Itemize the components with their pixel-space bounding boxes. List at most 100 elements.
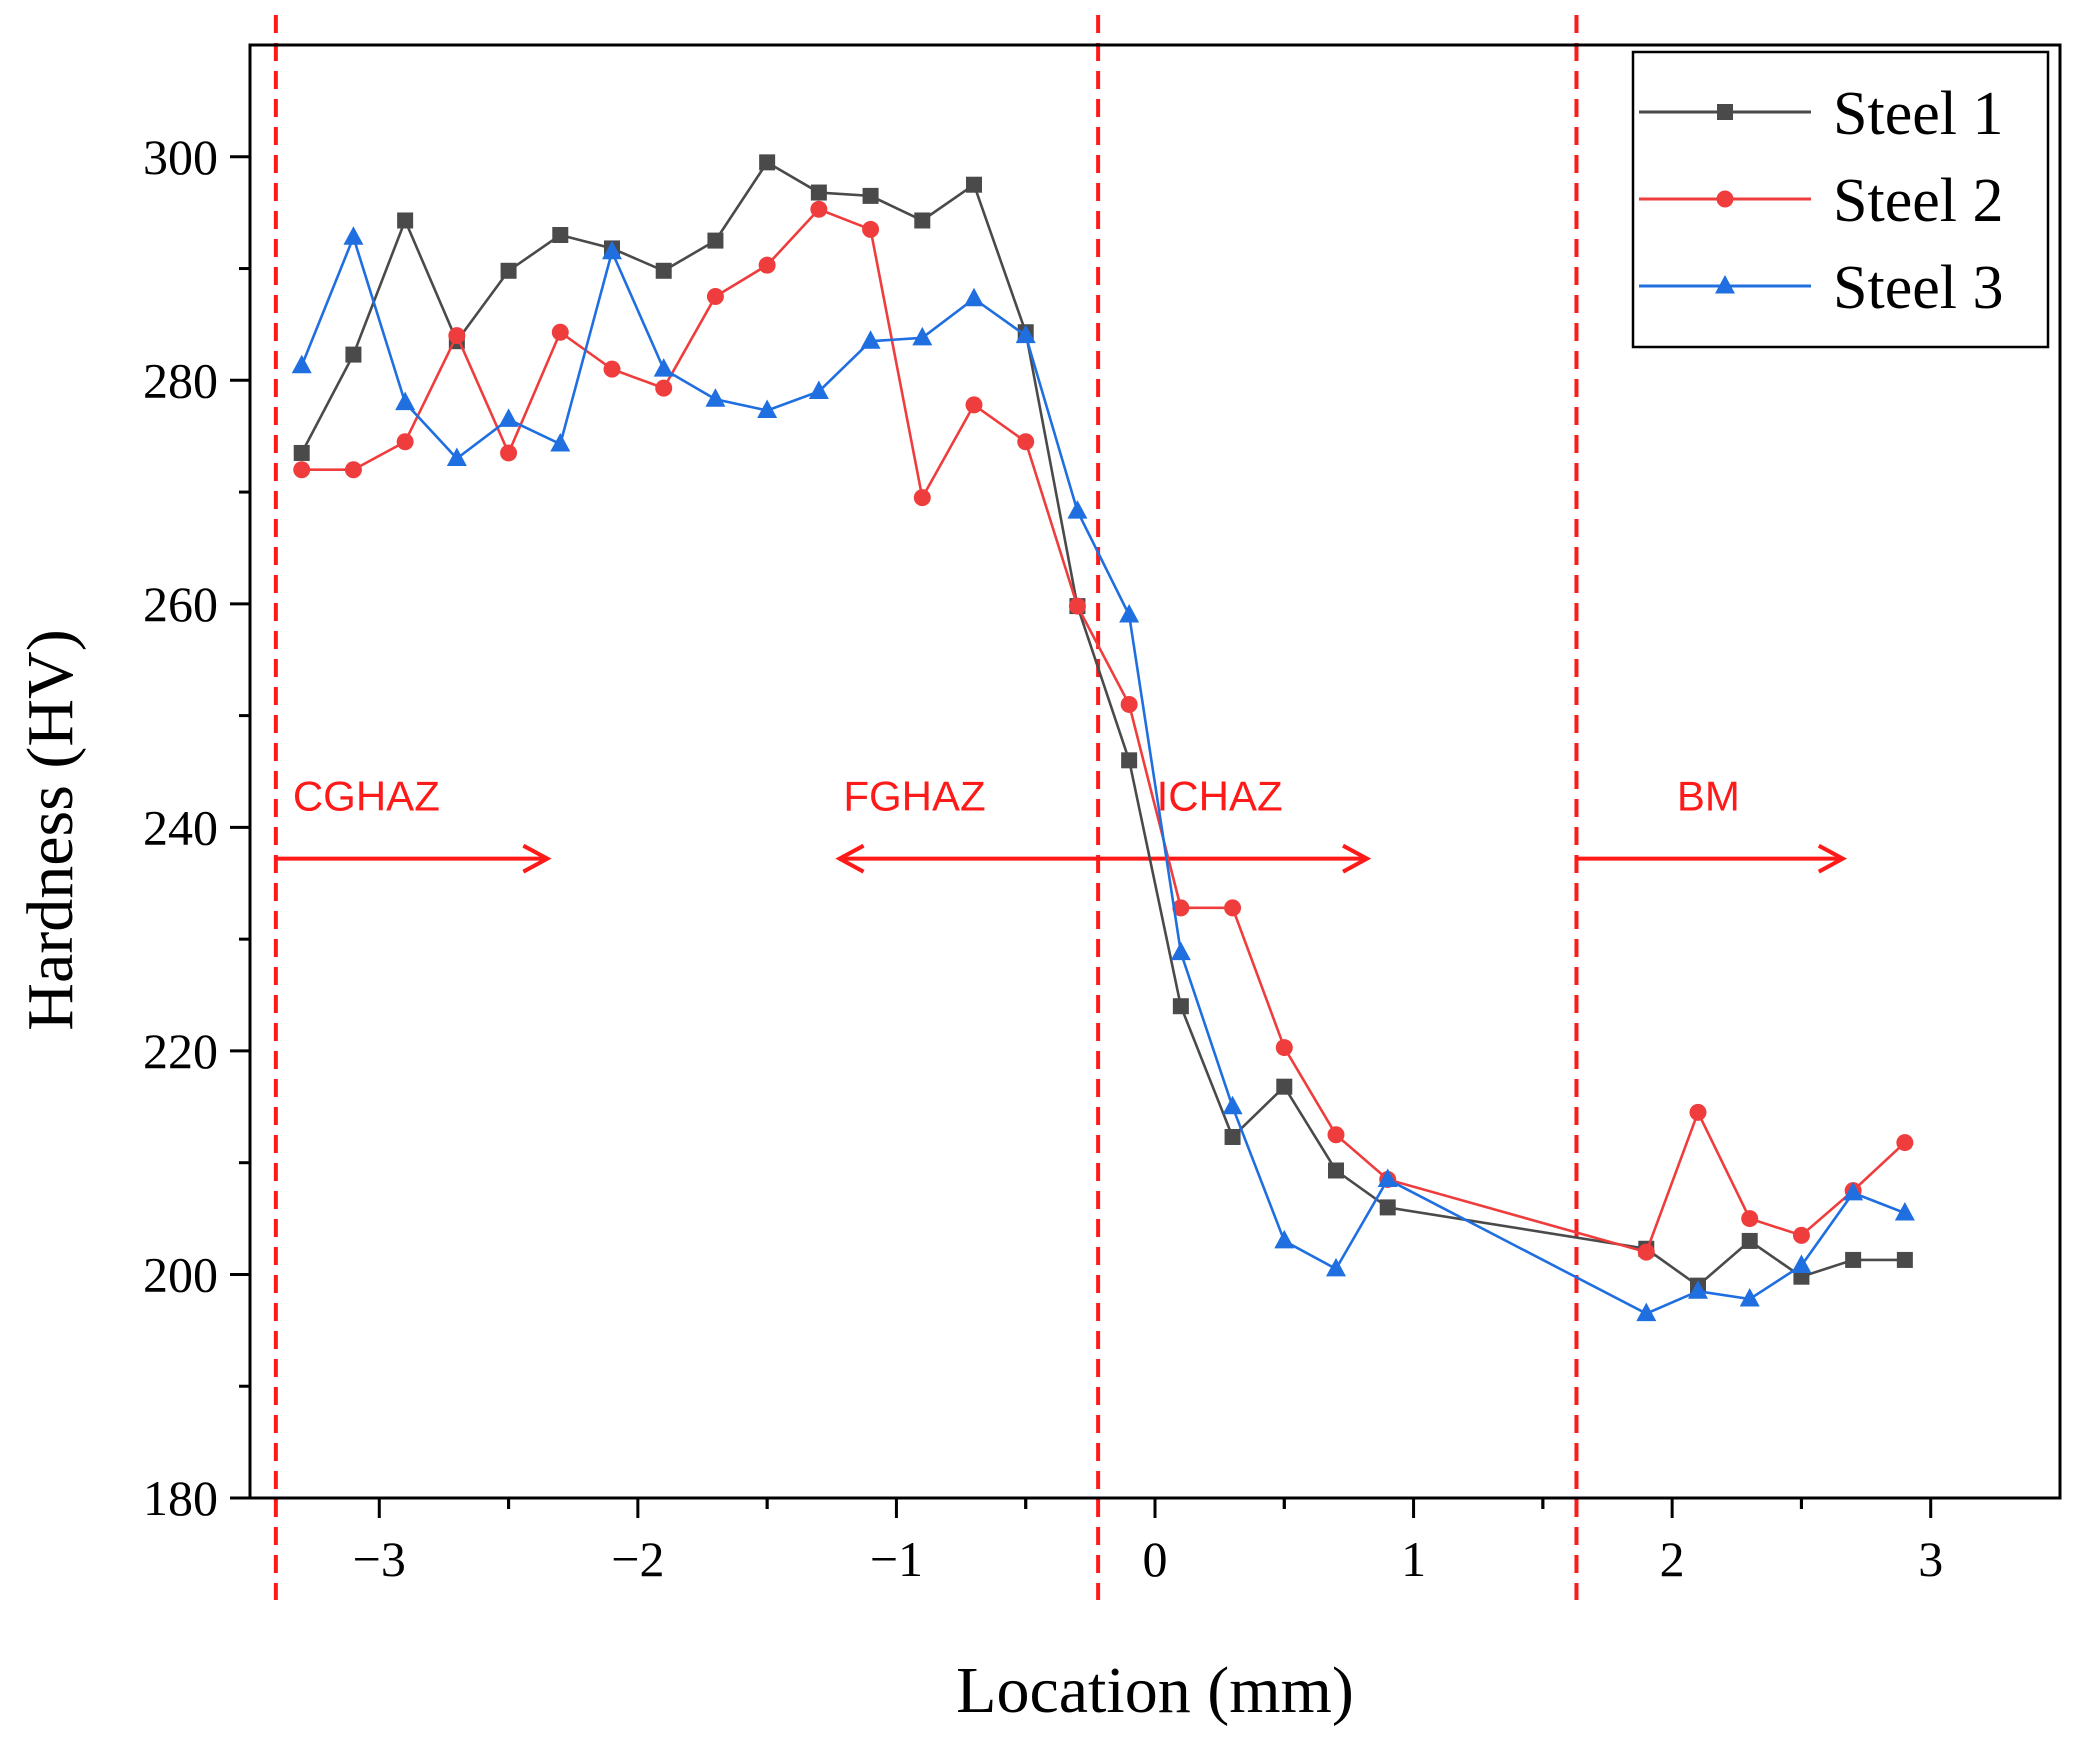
data-point — [1792, 1226, 1810, 1244]
data-point — [500, 444, 518, 462]
zone-label: FGHAZ — [843, 773, 985, 820]
data-point — [706, 287, 724, 305]
data-point — [860, 330, 881, 349]
data-point — [1274, 1229, 1295, 1249]
data-point — [1637, 1243, 1655, 1261]
y-tick-label: 220 — [143, 1023, 218, 1079]
series-line — [300, 233, 1906, 1316]
data-point — [758, 256, 776, 274]
zone-label: CGHAZ — [293, 773, 440, 820]
legend-swatch-marker — [1715, 275, 1735, 294]
data-point — [913, 489, 931, 507]
legend-label: Steel 2 — [1833, 167, 2003, 235]
x-tick-label: −1 — [870, 1531, 923, 1587]
data-point — [1120, 695, 1138, 713]
data-point — [293, 461, 311, 479]
x-tick-label: −3 — [353, 1531, 406, 1587]
data-point — [448, 327, 466, 345]
data-point — [551, 323, 569, 341]
data-point — [498, 408, 519, 427]
legend-swatch-marker — [1717, 104, 1733, 120]
data-point — [1688, 1280, 1708, 1299]
data-point — [1068, 597, 1086, 615]
data-point — [810, 200, 828, 218]
legend-label: Steel 3 — [1833, 254, 2003, 322]
legend-item: Steel 3 — [1639, 254, 2003, 322]
data-point — [1379, 1199, 1396, 1216]
y-tick-label: 300 — [143, 129, 218, 185]
data-point — [966, 176, 982, 193]
zone-boundaries — [273, 15, 1579, 1600]
series-steel-3 — [291, 226, 1915, 1322]
data-point — [653, 358, 674, 377]
data-point — [1121, 752, 1138, 769]
x-tick-label: 3 — [1918, 1531, 1943, 1587]
data-point — [344, 461, 362, 479]
data-point — [757, 399, 778, 418]
axes: −3 −2 −1 0 1 2 3 180 200 220 240 260 280 300 — [143, 43, 2062, 1587]
data-point — [1015, 324, 1036, 344]
data-point — [759, 154, 776, 171]
series-steel-2 — [293, 200, 1914, 1261]
zone-label: BM — [1677, 773, 1740, 820]
data-point — [1377, 1168, 1398, 1187]
data-point — [1222, 1095, 1243, 1115]
data-point — [912, 326, 933, 346]
data-point — [1896, 1251, 1913, 1268]
data-point — [1741, 1232, 1758, 1249]
data-point — [965, 396, 983, 414]
zone-label: ICHAZ — [1157, 773, 1283, 820]
zone-arrow-head — [1817, 843, 1847, 874]
data-point — [291, 354, 312, 374]
data-point — [1741, 1210, 1759, 1228]
legend-item: Steel 2 — [1639, 167, 2003, 235]
data-point — [655, 379, 673, 397]
x-axis-title: Location (mm) — [956, 1654, 1354, 1727]
legend-swatch-marker — [1716, 190, 1734, 208]
data-point — [914, 212, 931, 229]
data-point — [862, 187, 879, 204]
data-point — [1172, 899, 1190, 917]
data-point — [603, 360, 621, 378]
data-point — [1896, 1134, 1914, 1152]
data-point — [705, 388, 726, 407]
data-point — [550, 433, 571, 452]
data-point — [810, 184, 827, 201]
y-axis-title: Hardness (HV) — [14, 629, 87, 1030]
data-point — [345, 346, 362, 363]
data-point — [862, 220, 880, 238]
x-tick-label: 2 — [1660, 1531, 1685, 1587]
x-tick-label: −2 — [611, 1531, 664, 1587]
y-tick-label: 240 — [143, 799, 218, 855]
data-point — [1894, 1201, 1915, 1221]
data-series — [291, 154, 1915, 1322]
data-point — [1845, 1251, 1862, 1268]
data-point — [1689, 1103, 1707, 1121]
data-point — [1067, 500, 1088, 519]
data-point — [293, 444, 310, 461]
data-point — [1791, 1254, 1812, 1274]
data-point — [1170, 941, 1191, 961]
data-point — [396, 433, 414, 451]
data-point — [808, 380, 829, 399]
data-point — [397, 212, 414, 229]
data-point — [1224, 899, 1242, 917]
legend-item: Steel 1 — [1639, 80, 2003, 148]
data-point — [1017, 433, 1035, 451]
data-point — [446, 447, 467, 467]
data-point — [602, 240, 622, 260]
data-point — [1326, 1257, 1346, 1277]
data-point — [552, 227, 569, 244]
data-point — [655, 262, 672, 279]
data-point — [1636, 1302, 1657, 1322]
legend-label: Steel 1 — [1833, 80, 2003, 148]
y-tick-label: 280 — [143, 352, 218, 408]
data-point — [500, 262, 517, 279]
zone-annotations: CGHAZ FGHAZ ICHAZ BM — [275, 773, 1847, 874]
data-point — [1275, 1039, 1293, 1057]
data-point — [964, 287, 984, 307]
y-tick-label: 200 — [143, 1246, 218, 1302]
data-point — [1119, 604, 1140, 623]
series-line — [301, 207, 1906, 1254]
x-tick-label: 0 — [1143, 1531, 1168, 1587]
